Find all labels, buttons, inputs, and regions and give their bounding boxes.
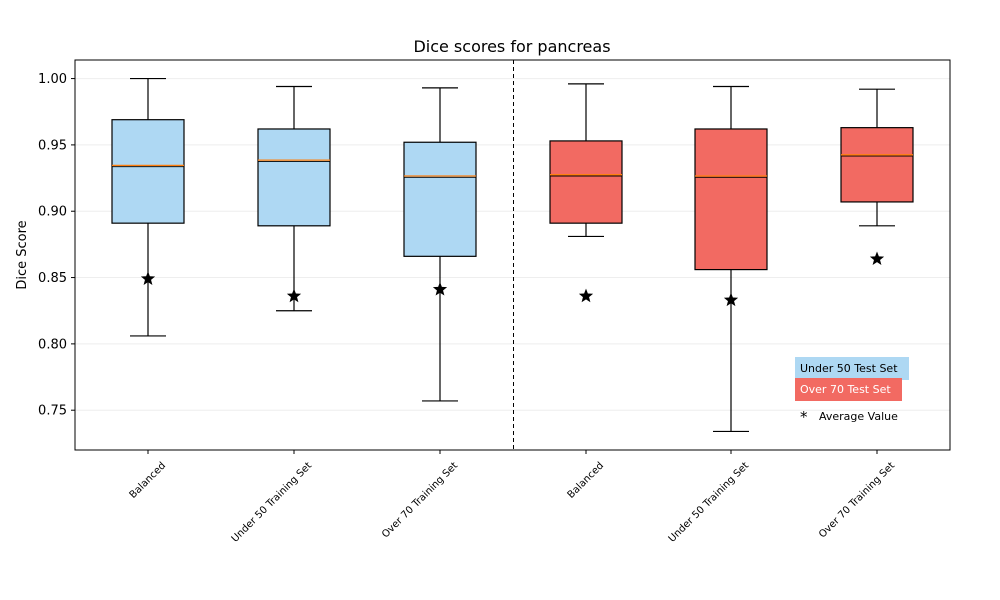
box: [694, 128, 768, 271]
legend-label-over70: Over 70 Test Set: [800, 383, 891, 396]
legend: Under 50 Test Set Over 70 Test Set * Ave…: [795, 357, 909, 426]
y-tick-label: 0.75: [38, 404, 67, 419]
box-plot: [694, 85, 768, 433]
mean-star: [286, 288, 302, 303]
box: [840, 127, 914, 203]
y-tick-label: 1.00: [38, 72, 67, 87]
grid-lines: [75, 78, 950, 411]
box-plot: [111, 77, 185, 337]
mean-star: [723, 292, 739, 307]
box-plot: [403, 87, 477, 402]
legend-mean-marker: *: [800, 408, 808, 426]
x-tick-label: Under 50 Training Set: [230, 460, 314, 544]
box: [111, 119, 185, 224]
box: [549, 140, 623, 224]
legend-swatch-under50: [795, 357, 909, 380]
legend-label-mean: Average Value: [819, 410, 898, 423]
x-tick-label: Under 50 Training Set: [667, 460, 751, 544]
box-plot: [549, 83, 623, 303]
y-tick-label: 0.95: [38, 138, 67, 153]
plot-frame: [74, 59, 951, 451]
y-axis-label: Dice Score: [15, 220, 30, 289]
legend-swatch-over70: [795, 378, 902, 401]
legend-label-under50: Under 50 Test Set: [800, 362, 898, 375]
y-tick-label: 0.90: [38, 205, 67, 220]
box: [257, 128, 331, 227]
x-tick-label: Over 70 Training Set: [817, 460, 897, 540]
mean-star: [869, 251, 885, 266]
box-plot: [840, 88, 914, 266]
x-axis: Balanced Under 50 Training Set Over 70 Tra…: [128, 450, 897, 545]
x-tick-label: Balanced: [128, 460, 168, 500]
mean-star: [140, 271, 156, 285]
chart-title: Dice scores for pancreas: [413, 37, 610, 56]
x-tick-label: Over 70 Training Set: [380, 460, 460, 540]
y-axis: 0.75 0.80 0.85 0.90 0.95 1.00: [38, 72, 75, 419]
y-tick-label: 0.85: [38, 271, 67, 286]
mean-star: [432, 281, 448, 296]
x-tick-label: Balanced: [566, 460, 606, 500]
box-plots: [111, 77, 914, 433]
box: [403, 141, 477, 257]
y-tick-label: 0.80: [38, 337, 67, 352]
mean-star: [578, 288, 594, 303]
box-plot: [257, 85, 331, 312]
